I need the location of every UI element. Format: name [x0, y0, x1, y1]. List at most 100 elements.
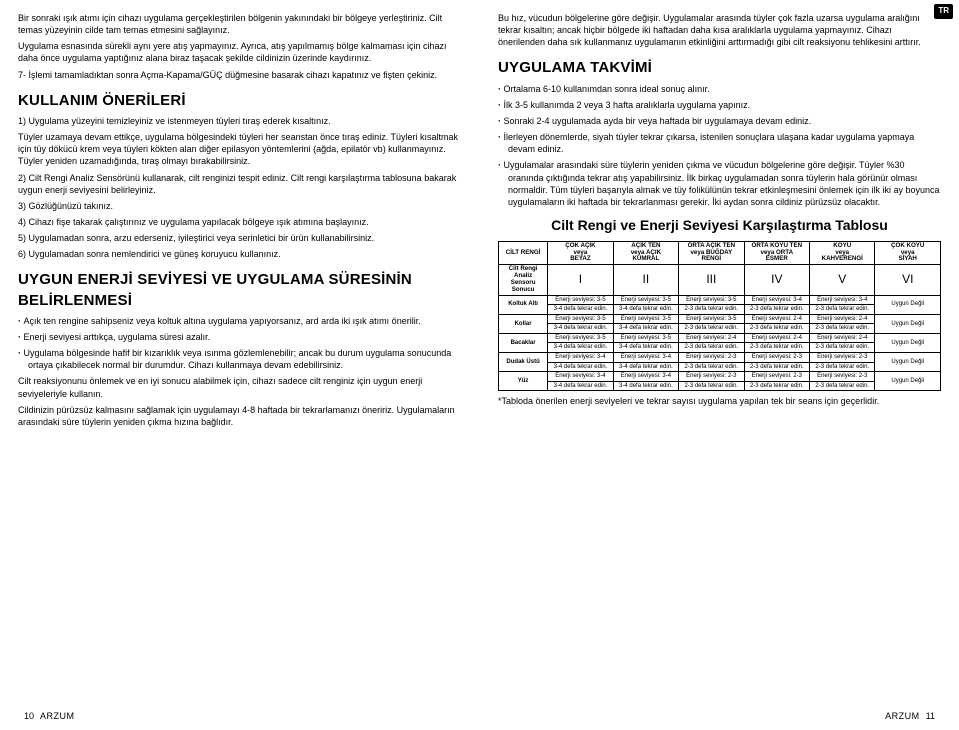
heading-table: Cilt Rengi ve Enerji Seviyesi Karşılaştı…	[498, 216, 941, 235]
energy-cell: Enerji seviyesi: 3-4	[810, 295, 875, 305]
repeat-cell: 2-3 defa tekrar edin.	[679, 381, 744, 391]
roman-cell: I	[548, 265, 613, 295]
skin-col-header: ORTA KOYU TENveya ORTAESMER	[744, 241, 809, 264]
repeat-cell: 2-3 defa tekrar edin.	[679, 305, 744, 315]
table-row: 3-4 defa tekrar edin.3-4 defa tekrar edi…	[499, 381, 941, 391]
energy-cell: Enerji seviyesi: 2-4	[810, 314, 875, 324]
energy-cell: Enerji seviyesi: 2-3	[744, 372, 809, 382]
body-text: Tüyler uzamaya devam ettikçe, uygulama b…	[18, 131, 461, 167]
sensor-label: Cilt Rengi Analiz Sensoru Sonucu	[499, 265, 548, 295]
bullet-text: Uygulamalar arasındaki süre tüylerin yen…	[498, 159, 941, 208]
energy-cell: Enerji seviyesi: 3-4	[548, 372, 613, 382]
repeat-cell: 3-4 defa tekrar edin.	[548, 324, 613, 334]
energy-cell: Enerji seviyesi: 3-4	[744, 295, 809, 305]
table-header-row: CİLT RENGİ ÇOK AÇIKveyaBEYAZ AÇIK TENvey…	[499, 241, 941, 264]
comparison-table: CİLT RENGİ ÇOK AÇIKveyaBEYAZ AÇIK TENvey…	[498, 241, 941, 392]
roman-cell: IV	[744, 265, 809, 295]
skin-col-header: ÇOK KOYUveyaSİYAH	[875, 241, 941, 264]
skin-col-header: KOYUveyaKAHVERENGİ	[810, 241, 875, 264]
repeat-cell: 2-3 defa tekrar edin.	[810, 362, 875, 372]
repeat-cell: 3-4 defa tekrar edin.	[613, 305, 678, 315]
roman-cell: VI	[875, 265, 941, 295]
page-right: Bu hız, vücudun bölgelerine göre değişir…	[480, 0, 959, 730]
skin-col-header: ÇOK AÇIKveyaBEYAZ	[548, 241, 613, 264]
repeat-cell: 2-3 defa tekrar edin.	[810, 343, 875, 353]
header-rowlabel: CİLT RENGİ	[499, 241, 548, 264]
not-suitable-cell: Uygun Değil	[875, 333, 941, 352]
repeat-cell: 2-3 defa tekrar edin.	[679, 324, 744, 334]
body-part-label: Dudak Üstü	[499, 353, 548, 372]
repeat-cell: 2-3 defa tekrar edin.	[679, 362, 744, 372]
roman-cell: II	[613, 265, 678, 295]
energy-cell: Enerji seviyesi: 3-5	[679, 314, 744, 324]
table-row: KollarEnerji seviyesi: 3-5Enerji seviyes…	[499, 314, 941, 324]
table-row: YüzEnerji seviyesi: 3-4Enerji seviyesi: …	[499, 372, 941, 382]
repeat-cell: 3-4 defa tekrar edin.	[548, 305, 613, 315]
page-left: Bir sonraki ışık atımı için cihazı uygul…	[0, 0, 480, 730]
brand-name: ARZUM	[40, 710, 75, 722]
energy-cell: Enerji seviyesi: 3-5	[613, 314, 678, 324]
bullet-text: İlk 3-5 kullanımda 2 veya 3 hafta aralık…	[498, 99, 941, 111]
repeat-cell: 3-4 defa tekrar edin.	[548, 343, 613, 353]
energy-cell: Enerji seviyesi: 2-3	[810, 353, 875, 363]
body-text: Cilt reaksiyonunu önlemek ve en iyi sonu…	[18, 375, 461, 399]
table-note: *Tabloda önerilen enerji seviyeleri ve t…	[498, 395, 941, 407]
not-suitable-cell: Uygun Değil	[875, 353, 941, 372]
table-row: 3-4 defa tekrar edin.3-4 defa tekrar edi…	[499, 324, 941, 334]
bullet-text: Uygulama bölgesinde hafif bir kızarıklık…	[18, 347, 461, 371]
energy-cell: Enerji seviyesi: 2-3	[679, 353, 744, 363]
body-text: 2) Cilt Rengi Analiz Sensörünü kullanara…	[18, 172, 461, 196]
repeat-cell: 2-3 defa tekrar edin.	[744, 381, 809, 391]
energy-cell: Enerji seviyesi: 2-4	[679, 333, 744, 343]
repeat-cell: 2-3 defa tekrar edin.	[744, 324, 809, 334]
body-text: 4) Cihazı fişe takarak çalıştırınız ve u…	[18, 216, 461, 228]
energy-cell: Enerji seviyesi: 3-5	[679, 295, 744, 305]
body-text: 6) Uygulamadan sonra nemlendirici ve gün…	[18, 248, 461, 260]
table-row: 3-4 defa tekrar edin.3-4 defa tekrar edi…	[499, 343, 941, 353]
language-badge: TR	[934, 4, 953, 19]
body-part-label: Bacaklar	[499, 333, 548, 352]
body-text: Bir sonraki ışık atımı için cihazı uygul…	[18, 12, 461, 36]
body-text: 1) Uygulama yüzeyini temizleyiniz ve ist…	[18, 115, 461, 127]
body-text: Bu hız, vücudun bölgelerine göre değişir…	[498, 12, 941, 48]
table-row: 3-4 defa tekrar edin.3-4 defa tekrar edi…	[499, 305, 941, 315]
energy-cell: Enerji seviyesi: 3-5	[548, 333, 613, 343]
energy-cell: Enerji seviyesi: 3-5	[548, 314, 613, 324]
repeat-cell: 3-4 defa tekrar edin.	[613, 343, 678, 353]
body-text: 5) Uygulamadan sonra, arzu ederseniz, iy…	[18, 232, 461, 244]
bullet-text: Açık ten rengine sahipseniz veya koltuk …	[18, 315, 461, 327]
repeat-cell: 2-3 defa tekrar edin.	[810, 381, 875, 391]
roman-cell: V	[810, 265, 875, 295]
repeat-cell: 2-3 defa tekrar edin.	[810, 305, 875, 315]
energy-cell: Enerji seviyesi: 3-4	[613, 372, 678, 382]
bullet-text: İlerleyen dönemlerde, siyah tüyler tekra…	[498, 131, 941, 155]
repeat-cell: 3-4 defa tekrar edin.	[548, 362, 613, 372]
bullet-text: Sonraki 2-4 uygulamada ayda bir veya haf…	[498, 115, 941, 127]
roman-cell: III	[679, 265, 744, 295]
body-text: Uygulama esnasında sürekli aynı yere atı…	[18, 40, 461, 64]
sensor-result-row: Cilt Rengi Analiz Sensoru Sonucu I II II…	[499, 265, 941, 295]
repeat-cell: 3-4 defa tekrar edin.	[613, 362, 678, 372]
body-part-label: Koltuk Altı	[499, 295, 548, 314]
body-part-label: Yüz	[499, 372, 548, 391]
energy-cell: Enerji seviyesi: 2-4	[810, 333, 875, 343]
page-number: 11	[926, 710, 935, 722]
heading-usage: KULLANIM ÖNERİLERİ	[18, 91, 461, 111]
repeat-cell: 2-3 defa tekrar edin.	[679, 343, 744, 353]
table-row: 3-4 defa tekrar edin.3-4 defa tekrar edi…	[499, 362, 941, 372]
table-row: Dudak ÜstüEnerji seviyesi: 3-4Enerji sev…	[499, 353, 941, 363]
energy-cell: Enerji seviyesi: 3-5	[613, 333, 678, 343]
bullet-text: Ortalama 6-10 kullanımdan sonra ideal so…	[498, 83, 941, 95]
body-part-label: Kollar	[499, 314, 548, 333]
footer-right: ARZUM 11	[498, 704, 941, 722]
body-text: Cildinizin pürüzsüz kalmasını sağlamak i…	[18, 404, 461, 428]
brand-name: ARZUM	[885, 710, 920, 722]
heading-schedule: UYGULAMA TAKVİMİ	[498, 58, 941, 78]
energy-cell: Enerji seviyesi: 3-5	[548, 295, 613, 305]
energy-cell: Enerji seviyesi: 2-3	[744, 353, 809, 363]
repeat-cell: 3-4 defa tekrar edin.	[548, 381, 613, 391]
repeat-cell: 2-3 defa tekrar edin.	[744, 362, 809, 372]
not-suitable-cell: Uygun Değil	[875, 372, 941, 391]
bullet-text: Enerji seviyesi arttıkça, uygulama süres…	[18, 331, 461, 343]
energy-cell: Enerji seviyesi: 2-3	[810, 372, 875, 382]
